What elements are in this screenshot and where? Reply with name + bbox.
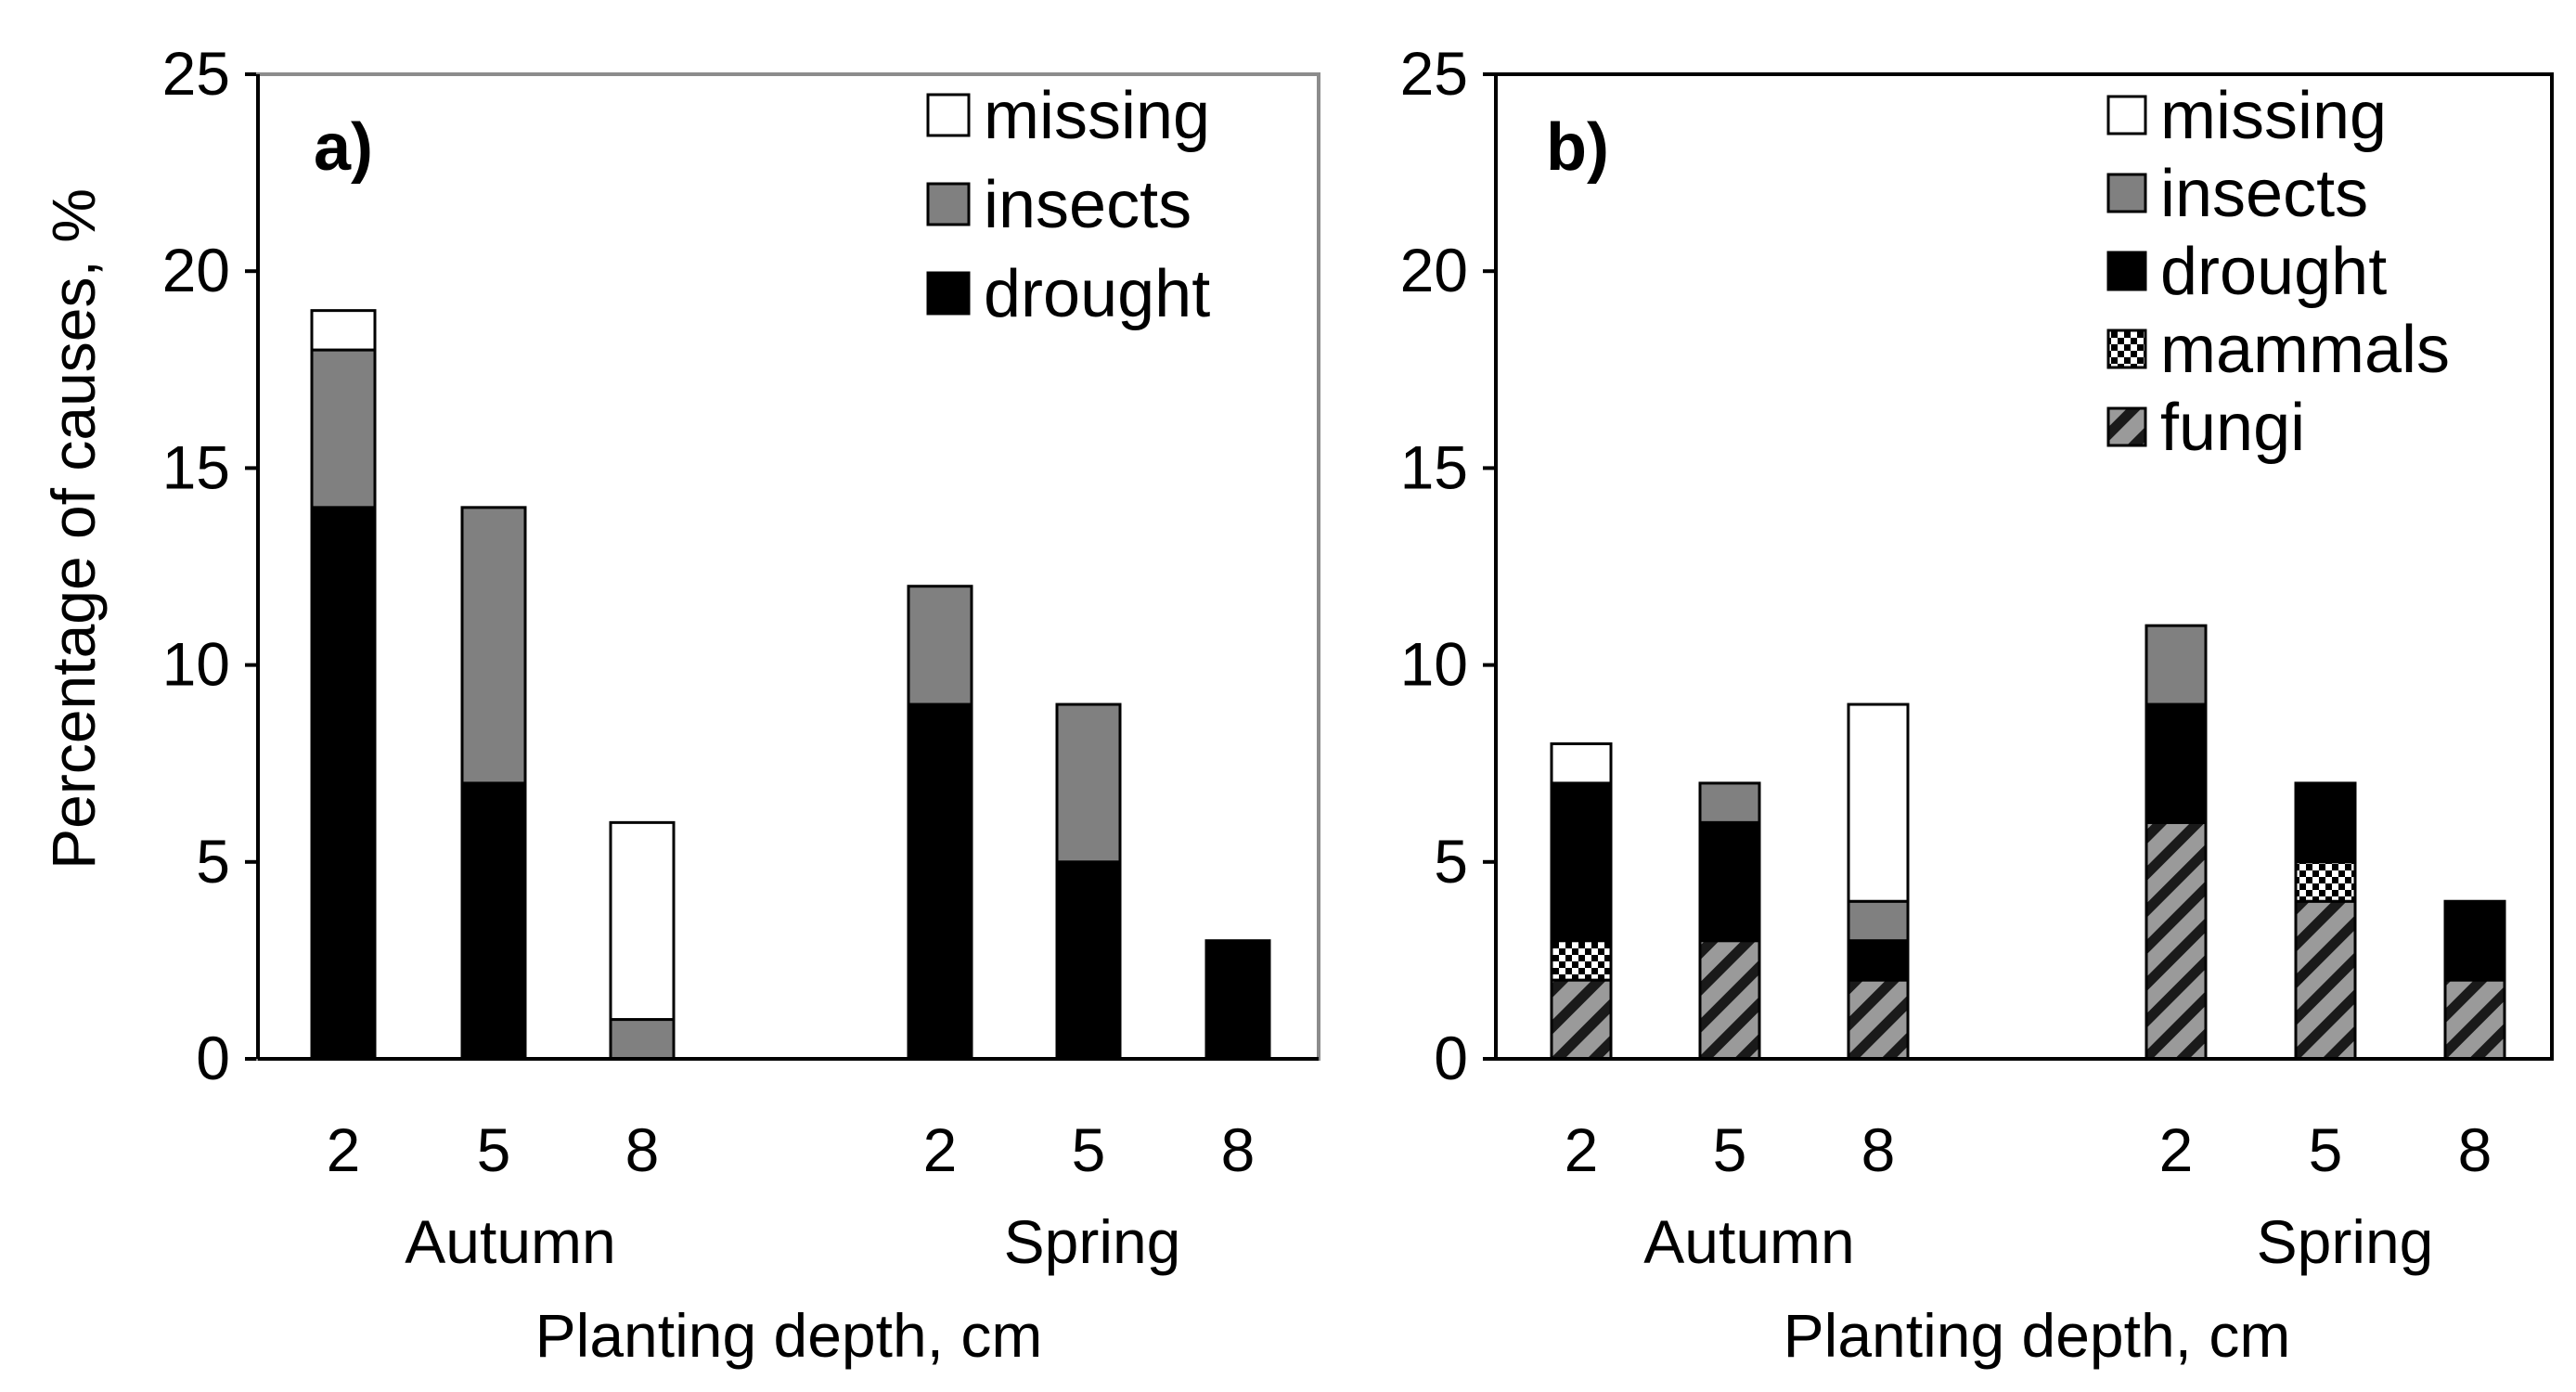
- panel-a-y-tick-label-3: 15: [162, 432, 230, 501]
- panel-a-legend-swatch-drought: [926, 271, 971, 316]
- panel-b-bar-missing-autumn-8: [1847, 702, 1910, 903]
- panel-b-bar-drought-spring-2: [2145, 702, 2208, 824]
- panel-b-plot-frame: [1494, 72, 2554, 1061]
- panel-a-y-tick-label-4: 20: [162, 236, 230, 304]
- panel-a-legend-label-drought: drought: [984, 257, 1210, 331]
- panel-b-bar-mammals-spring-5: [2294, 860, 2357, 903]
- panel-a-x-label-autumn-8: 8: [625, 1115, 660, 1184]
- panel-b-x-label-autumn-8: 8: [1861, 1115, 1896, 1184]
- panel-b-bar-drought-autumn-8: [1847, 939, 1910, 982]
- panel-a-bar-insects-spring-2: [907, 585, 973, 706]
- panel-a-x-labels: 2 5 8 2 5 8: [327, 1115, 1256, 1184]
- panel-a-y-tick-label-0: 0: [196, 1024, 230, 1092]
- panel-b-x-label-autumn-5: 5: [1713, 1115, 1747, 1184]
- panel-b-bar-drought-spring-8: [2443, 899, 2506, 982]
- panel-a-bar-drought-spring-5: [1055, 860, 1122, 1061]
- panel-b-group-label-autumn: Autumn: [1643, 1207, 1854, 1276]
- panel-a-legend-label-insects: insects: [984, 168, 1191, 242]
- panel-b-bar-insects-spring-2: [2145, 624, 2208, 706]
- panel-b-bar-fungi-spring-2: [2145, 820, 2208, 1061]
- panel-a-y-tick-label-5: 25: [162, 39, 230, 108]
- panel-b-bar-drought-autumn-5: [1698, 820, 1761, 943]
- panel-a-bar-drought-spring-8: [1204, 939, 1271, 1061]
- panel-b-x-label-spring-2: 2: [2159, 1115, 2194, 1184]
- y-axis-title: Percentage of causes, %: [39, 188, 108, 870]
- panel-b-bar-fungi-spring-8: [2443, 978, 2506, 1061]
- panel-b-legend-label-insects: insects: [2160, 157, 2368, 231]
- panel-a-y-tick-label-1: 5: [196, 827, 230, 896]
- panel-b-bars: [1550, 624, 2506, 1061]
- panel-a-legend-swatch-insects: [926, 182, 971, 226]
- panel-a-legend: missing insects drought: [926, 79, 1210, 331]
- panel-b-bar-fungi-autumn-8: [1847, 978, 1910, 1061]
- panel-b-legend-swatch-drought: [2106, 251, 2147, 291]
- panel-a-bar-drought-autumn-2: [310, 506, 377, 1061]
- panel-a-bar-insects-spring-5: [1055, 702, 1122, 864]
- panel-b-legend-swatch-fungi: [2106, 406, 2147, 447]
- panel-b-bar-fungi-autumn-5: [1698, 939, 1761, 1061]
- panel-b-legend-label-mammals: mammals: [2160, 313, 2450, 387]
- panel-b-y-tick-label-3: 15: [1400, 432, 1468, 501]
- panel-b-tag: b): [1546, 110, 1609, 185]
- panel-b-legend-swatch-missing: [2106, 95, 2147, 135]
- panel-a-bars: [310, 309, 1271, 1061]
- panel-b-y-tick-label-0: 0: [1434, 1024, 1468, 1092]
- panel-b-legend-swatch-insects: [2106, 173, 2147, 213]
- panel-a-x-label-spring-8: 8: [1221, 1115, 1256, 1184]
- panel-a-legend-label-missing: missing: [984, 79, 1210, 153]
- panel-b-y-tick-label-4: 20: [1400, 236, 1468, 304]
- panel-b-bar-insects-autumn-5: [1698, 781, 1761, 824]
- panel-b-bar-insects-autumn-8: [1847, 899, 1910, 943]
- panel-b-x-axis-title: Planting depth, cm: [1784, 1301, 2291, 1370]
- panel-a-y-tick-label-2: 10: [162, 630, 230, 699]
- panel-b-bar-missing-autumn-2: [1550, 741, 1613, 785]
- panel-b-y-tick-label-5: 25: [1400, 39, 1468, 108]
- panel-a-x-label-autumn-5: 5: [477, 1115, 511, 1184]
- panel-b-x-label-spring-8: 8: [2458, 1115, 2492, 1184]
- panel-b-x-label-autumn-2: 2: [1565, 1115, 1599, 1184]
- panel-a-legend-swatch-missing: [926, 93, 971, 137]
- panel-a-bar-missing-autumn-2: [310, 309, 377, 352]
- panel-a-bar-drought-spring-2: [907, 702, 973, 1061]
- panel-b-x-label-spring-5: 5: [2309, 1115, 2343, 1184]
- panel-b-x-labels: 2 5 8 2 5 8: [1565, 1115, 2492, 1184]
- panel-a-y-ticks: 0 5 10 15 20 25: [162, 39, 258, 1092]
- panel-a-bar-missing-autumn-8: [609, 820, 676, 1022]
- panel-a-x-label-spring-5: 5: [1072, 1115, 1106, 1184]
- panel-b-legend-label-fungi: fungi: [2160, 391, 2305, 465]
- panel-a-bar-insects-autumn-5: [460, 506, 527, 785]
- panel-b-bar-drought-autumn-2: [1550, 781, 1613, 943]
- panel-b-legend-label-missing: missing: [2160, 79, 2387, 153]
- panel-b-bar-fungi-spring-5: [2294, 899, 2357, 1061]
- panel-a-group-label-spring: Spring: [1004, 1207, 1181, 1276]
- panel-a-bar-insects-autumn-8: [609, 1018, 676, 1061]
- panel-a-x-label-autumn-2: 2: [327, 1115, 361, 1184]
- panel-a-x-axis-title: Planting depth, cm: [535, 1301, 1043, 1370]
- panel-b-y-ticks: 0 5 10 15 20 25: [1400, 39, 1496, 1092]
- panel-a-x-label-spring-2: 2: [923, 1115, 958, 1184]
- panel-b-bar-mammals-autumn-2: [1550, 939, 1613, 982]
- panel-b-bar-drought-spring-5: [2294, 781, 2357, 864]
- panel-b-bar-fungi-autumn-2: [1550, 978, 1613, 1061]
- panel-b-legend-label-drought: drought: [2160, 235, 2387, 309]
- panel-b-group-label-spring: Spring: [2257, 1207, 2434, 1276]
- panel-a-bar-drought-autumn-5: [460, 781, 527, 1061]
- panel-b-legend-swatch-mammals: [2106, 329, 2147, 369]
- panel-a-bar-insects-autumn-2: [310, 348, 377, 509]
- panel-b-y-tick-label-1: 5: [1434, 827, 1468, 896]
- panel-a-group-label-autumn: Autumn: [405, 1207, 615, 1276]
- panel-b-y-tick-label-2: 10: [1400, 630, 1468, 699]
- panel-a-tag: a): [314, 110, 373, 185]
